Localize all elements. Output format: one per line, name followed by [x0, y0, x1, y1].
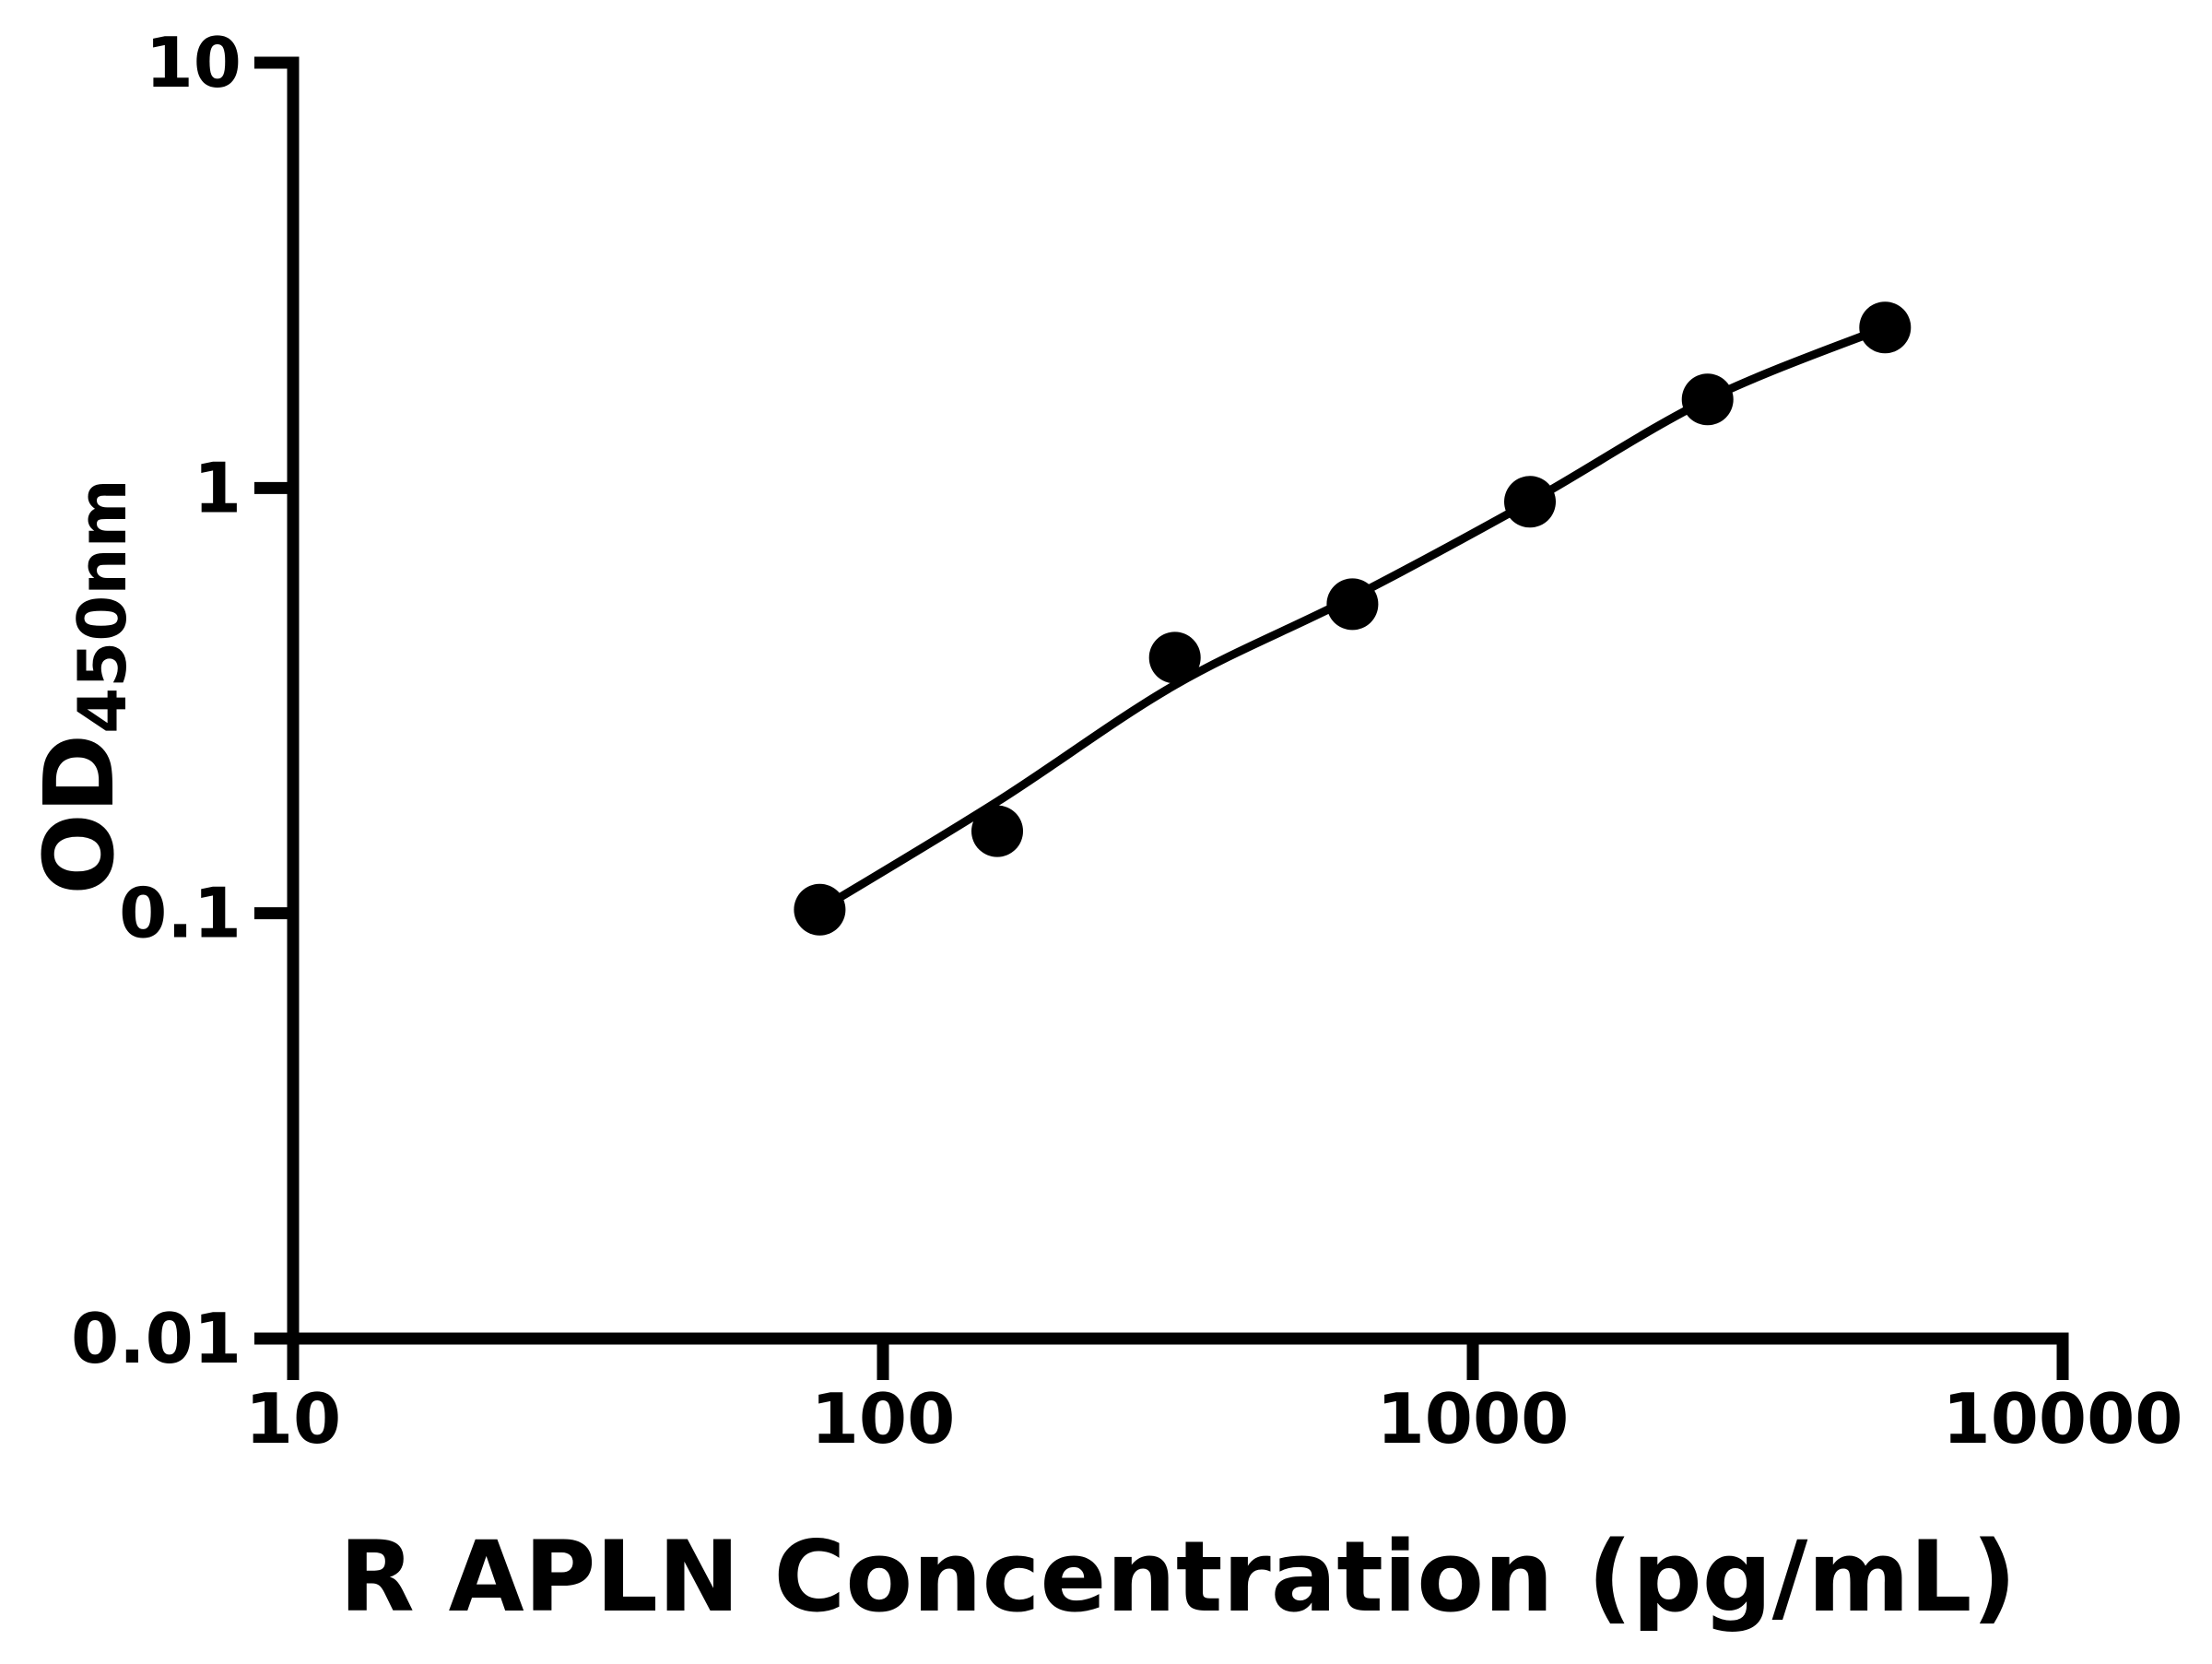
data-points: [794, 301, 1912, 936]
data-point: [794, 883, 846, 936]
y-tick-label: 10: [146, 22, 241, 103]
data-point: [1859, 301, 1912, 354]
y-axis-title: OD450nm: [23, 478, 141, 894]
data-point: [1326, 578, 1379, 631]
x-tick-label: 1000: [1377, 1378, 1570, 1459]
data-point: [1681, 373, 1734, 426]
x-tick-label: 10000: [1943, 1378, 2183, 1459]
y-tick-label: 1: [194, 447, 241, 528]
x-axis-title: R APLN Concentration (pg/mL): [339, 1520, 2017, 1634]
x-tick-label: 10: [245, 1378, 341, 1459]
axis-ticks: [254, 56, 2069, 1380]
y-axis-title-main: OD: [23, 734, 135, 895]
y-axis-title-subscript: 450nm: [64, 478, 141, 734]
data-point: [1504, 476, 1556, 528]
axis-tick-labels: 10 100 1000 10000 10 1 0.1 0.01: [71, 22, 2183, 1459]
data-point: [971, 805, 1023, 857]
x-tick-label: 100: [811, 1378, 956, 1459]
y-tick-label: 0.1: [119, 873, 241, 954]
y-tick-label: 0.01: [71, 1298, 241, 1379]
data-point: [1148, 631, 1201, 684]
